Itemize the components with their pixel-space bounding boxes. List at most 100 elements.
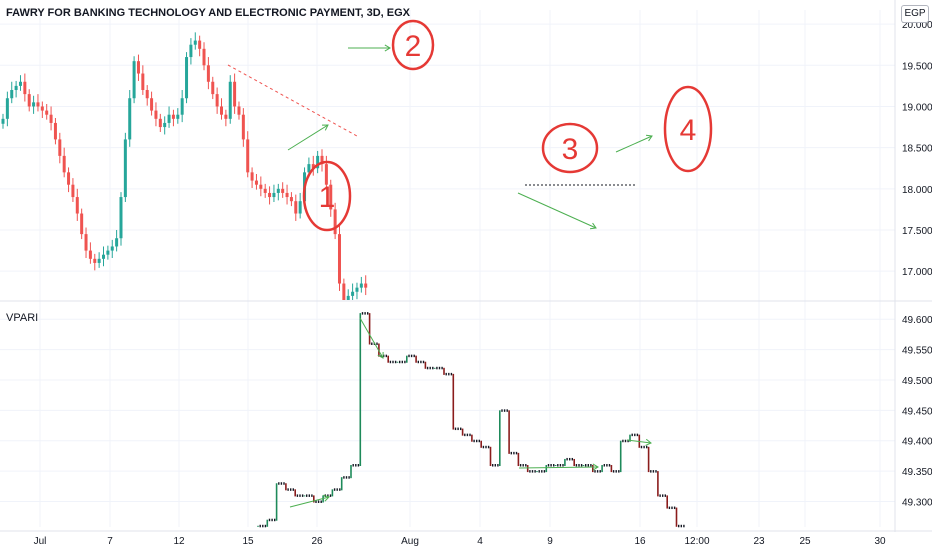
indicator-step-tick	[441, 366, 443, 370]
candle-body	[342, 283, 346, 300]
candle-body	[71, 184, 75, 198]
indicator-step-tick	[497, 464, 499, 467]
indicator-step-tick	[631, 433, 633, 437]
indicator-step-tick	[438, 366, 441, 370]
x-tick-label: 12:00	[684, 536, 709, 547]
indicator-step-tick	[571, 457, 573, 461]
indicator-step-tick	[473, 439, 475, 443]
trend-arrow	[615, 135, 653, 153]
indicator-step-tick	[618, 470, 620, 473]
indicator-step-tick	[553, 464, 555, 467]
indicator-step-tick	[559, 464, 562, 467]
indicator-step-tick	[640, 445, 643, 449]
x-tick-label: 25	[799, 536, 811, 547]
x-tick-label: 23	[753, 536, 765, 547]
indicator-step-tick	[401, 360, 403, 364]
indicator-step-tick	[271, 518, 273, 522]
annotation-circle	[391, 19, 435, 71]
indicator-step-tick	[615, 470, 617, 473]
indicator-step-tick	[683, 524, 685, 528]
indicator-trend-arrow	[626, 439, 652, 444]
candle-body	[158, 118, 162, 128]
indicator-step-tick	[487, 445, 490, 449]
currency-badge[interactable]: EGP	[901, 5, 929, 23]
indicator-step-tick	[317, 500, 320, 503]
indicator-step-tick	[315, 500, 317, 503]
indicator-step-tick	[624, 439, 627, 443]
indicator-step-tick	[547, 464, 550, 467]
indicator-step-tick	[299, 494, 301, 497]
indicator-step-tick	[432, 366, 434, 370]
candle-body	[211, 81, 215, 95]
candle-body	[250, 172, 254, 181]
price-y-tick-label: 19.000	[902, 102, 932, 113]
indicator-step-tick	[336, 488, 338, 491]
candle-body	[171, 114, 175, 119]
candle-body	[337, 234, 341, 284]
indicator-step-tick	[301, 494, 304, 497]
price-y-tick-label: 19.500	[902, 61, 932, 72]
indicator-step-tick	[262, 524, 264, 528]
candle-body	[167, 114, 171, 123]
candle-body	[163, 122, 167, 128]
candle-body	[316, 155, 320, 169]
indicator-step-tick	[580, 464, 583, 467]
indicator-step-tick	[569, 457, 571, 461]
price-y-tick-label: 17.000	[902, 267, 932, 278]
indicator-step-tick	[525, 464, 527, 467]
candle-body	[32, 102, 36, 107]
candle-body	[285, 192, 289, 198]
candle-body	[62, 155, 66, 173]
candle-body	[294, 201, 298, 214]
price-y-tick-label: 20.000	[902, 20, 932, 31]
candle-body	[254, 180, 258, 185]
candle-body	[351, 291, 355, 296]
indicator-step-tick	[634, 433, 636, 437]
indicator-step-tick	[522, 464, 524, 467]
candle-body	[136, 61, 140, 74]
indicator-step-tick	[306, 494, 308, 497]
indicator-step-tick	[643, 445, 645, 449]
indicator-step-tick	[608, 464, 611, 467]
indicator-step-tick	[460, 427, 462, 431]
indicator-step-tick	[636, 433, 639, 437]
price-y-tick-label: 18.000	[902, 185, 932, 196]
indicator-trend-arrow	[359, 317, 384, 359]
indicator-step-tick	[673, 506, 676, 510]
candle-body	[241, 114, 245, 140]
indicator-step-tick	[650, 470, 652, 473]
indicator-step-tick	[534, 470, 536, 473]
indicator-step-tick	[575, 464, 578, 467]
indicator-step-tick	[562, 464, 564, 467]
indicator-step-tick	[466, 433, 469, 437]
indicator-step-tick	[371, 342, 373, 345]
candle-body	[185, 57, 189, 99]
chart-title: FAWRY FOR BANKING TECHNOLOGY AND ELECTRO…	[6, 7, 410, 19]
indicator-step-tick	[671, 506, 673, 510]
indicator-step-tick	[469, 433, 471, 437]
candle-body	[45, 110, 49, 115]
candle-body	[49, 114, 53, 123]
candle-body	[67, 172, 71, 185]
candle-body	[132, 61, 136, 99]
indicator-step-tick	[587, 464, 589, 467]
candle-body	[329, 184, 333, 210]
candle-body	[14, 85, 18, 90]
indicator-step-tick	[345, 476, 348, 479]
indicator-trend-arrow-head	[377, 351, 384, 359]
indicator-step-tick	[531, 470, 534, 473]
indicator-step-tick	[308, 494, 310, 497]
candle-body	[298, 201, 302, 214]
annotation-number: 3	[562, 133, 579, 166]
price-y-tick-label: 18.500	[902, 144, 932, 155]
indicator-step-tick	[646, 445, 648, 449]
indicator-step-tick	[361, 312, 364, 315]
indicator-trend-arrow-head	[592, 463, 599, 471]
x-tick-label: Jul	[34, 536, 47, 547]
indicator-trend-arrow-head	[645, 438, 652, 446]
annotation-circle	[302, 160, 352, 232]
indicator-trend-arrow	[289, 496, 330, 508]
candle-body	[75, 197, 79, 214]
